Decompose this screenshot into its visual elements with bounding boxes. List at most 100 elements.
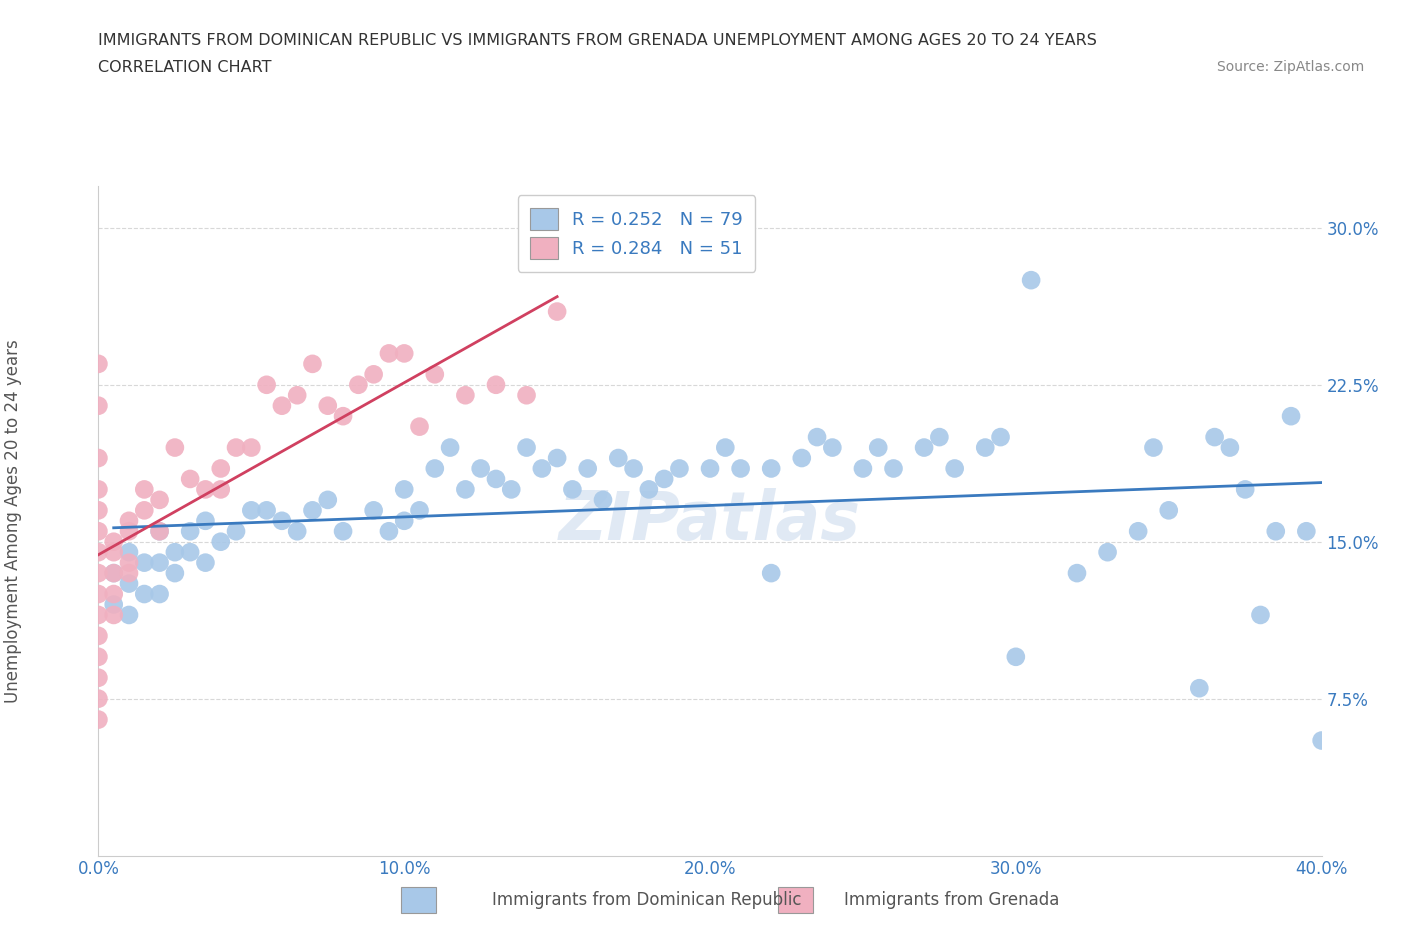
Text: Immigrants from Dominican Republic: Immigrants from Dominican Republic <box>492 891 801 910</box>
Point <box>209 535 232 550</box>
Point <box>363 503 385 518</box>
Point <box>485 378 508 392</box>
Point <box>163 440 186 455</box>
Point <box>134 555 156 570</box>
Point <box>868 440 890 455</box>
Point <box>392 513 416 528</box>
Point <box>179 472 201 486</box>
Point <box>103 545 125 560</box>
Point <box>118 545 141 560</box>
Point <box>592 493 614 508</box>
Point <box>1157 503 1180 518</box>
Point <box>240 440 263 455</box>
Point <box>256 503 278 518</box>
Point <box>163 545 186 560</box>
Point <box>103 535 125 550</box>
Point <box>607 451 630 466</box>
Point <box>759 565 782 580</box>
Point <box>1019 272 1042 287</box>
Point <box>118 524 141 538</box>
Point <box>1249 607 1271 622</box>
Point <box>301 356 323 371</box>
Point <box>194 482 217 497</box>
Point <box>821 440 844 455</box>
Point <box>118 513 141 528</box>
Point <box>928 430 950 445</box>
Point <box>623 461 645 476</box>
Point <box>378 346 401 361</box>
Point <box>501 482 523 497</box>
Point <box>87 451 110 466</box>
Point <box>149 587 172 602</box>
Point <box>1295 524 1317 538</box>
Point <box>974 440 997 455</box>
Point <box>87 398 110 413</box>
Point <box>149 493 172 508</box>
Point <box>561 482 583 497</box>
Point <box>408 503 430 518</box>
Point <box>652 472 675 486</box>
Point <box>270 398 292 413</box>
Point <box>454 388 477 403</box>
Point <box>1004 649 1026 664</box>
Point <box>209 461 232 476</box>
Point <box>87 629 110 644</box>
Point <box>149 524 172 538</box>
Point <box>378 524 401 538</box>
Point <box>1128 524 1150 538</box>
Point <box>990 430 1012 445</box>
Point <box>103 565 125 580</box>
Point <box>87 649 110 664</box>
Point <box>852 461 875 476</box>
Point <box>118 607 141 622</box>
Point <box>103 587 125 602</box>
Point <box>730 461 752 476</box>
Point <box>270 513 292 528</box>
Point <box>546 304 568 319</box>
Point <box>103 597 125 612</box>
Text: ZIPatlas: ZIPatlas <box>560 488 860 553</box>
Point <box>225 524 247 538</box>
Point <box>240 503 263 518</box>
Point <box>347 378 370 392</box>
Point <box>87 671 110 685</box>
Point <box>87 587 110 602</box>
Point <box>87 712 110 727</box>
Point <box>530 461 553 476</box>
Point <box>301 503 323 518</box>
Legend: R = 0.252   N = 79, R = 0.284   N = 51: R = 0.252 N = 79, R = 0.284 N = 51 <box>517 195 755 272</box>
Point <box>668 461 690 476</box>
Point <box>87 503 110 518</box>
Point <box>516 440 538 455</box>
Point <box>637 482 661 497</box>
Point <box>118 555 141 570</box>
Point <box>883 461 905 476</box>
Point <box>1234 482 1257 497</box>
Point <box>485 472 508 486</box>
Point <box>285 388 308 403</box>
Point <box>790 451 813 466</box>
Point <box>134 587 156 602</box>
Point <box>1066 565 1088 580</box>
Point <box>1219 440 1241 455</box>
Point <box>179 524 201 538</box>
Point <box>103 607 125 622</box>
Point <box>912 440 935 455</box>
Point <box>134 482 156 497</box>
Point <box>943 461 966 476</box>
Text: CORRELATION CHART: CORRELATION CHART <box>98 60 271 75</box>
Point <box>363 367 385 382</box>
Point <box>149 524 172 538</box>
Point <box>256 378 278 392</box>
Text: Source: ZipAtlas.com: Source: ZipAtlas.com <box>1216 60 1364 74</box>
Point <box>87 482 110 497</box>
Point <box>103 565 125 580</box>
Point <box>1310 733 1333 748</box>
Point <box>546 451 568 466</box>
Point <box>423 461 446 476</box>
Point <box>194 555 217 570</box>
Point <box>87 356 110 371</box>
Point <box>1264 524 1286 538</box>
Text: IMMIGRANTS FROM DOMINICAN REPUBLIC VS IMMIGRANTS FROM GRENADA UNEMPLOYMENT AMONG: IMMIGRANTS FROM DOMINICAN REPUBLIC VS IM… <box>98 33 1097 47</box>
Point <box>87 607 110 622</box>
